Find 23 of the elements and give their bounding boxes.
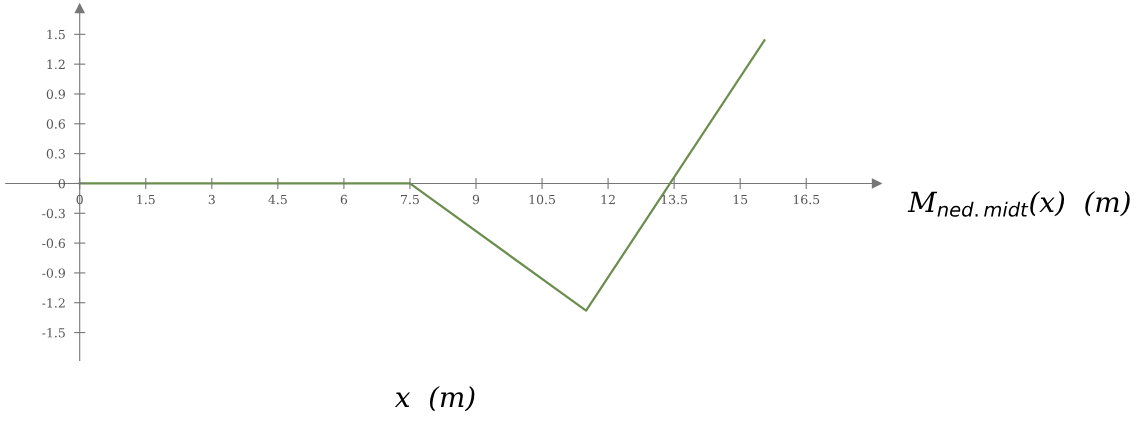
y-tick-label: -1.2 bbox=[42, 298, 65, 308]
x-tick-label: 4.5 bbox=[268, 194, 287, 205]
y-tick-label: 0.6 bbox=[46, 119, 66, 129]
y-tick-label: -0.9 bbox=[42, 268, 65, 278]
x-axis-title: x (m) bbox=[394, 385, 475, 412]
y-tick-label: -0.3 bbox=[42, 208, 65, 219]
y-tick-label: -0.6 bbox=[42, 238, 66, 249]
y-tick-label: 1.5 bbox=[47, 29, 65, 40]
x-tick-label: 9 bbox=[472, 194, 480, 205]
x-tick-label: 12 bbox=[601, 194, 615, 205]
y-tick-label: -1.5 bbox=[42, 328, 65, 338]
x-tick-label: 10.5 bbox=[529, 194, 555, 205]
x-tick-label: 3 bbox=[208, 194, 215, 205]
y-axis-title: M$_{ned.midt}$(x) (m) bbox=[907, 190, 1130, 217]
x-tick-label: 7.5 bbox=[401, 194, 419, 205]
x-tick-label: 15 bbox=[733, 194, 748, 205]
y-tick-label: 0.3 bbox=[46, 149, 65, 159]
x-tick-label: 1.5 bbox=[137, 194, 155, 205]
y-tick-label: 0.9 bbox=[46, 89, 65, 99]
x-tick-label: 16.5 bbox=[793, 194, 820, 205]
x-tick-label: 6 bbox=[340, 194, 348, 205]
y-tick-label: 1.2 bbox=[47, 59, 65, 70]
x-tick-label: 13.5 bbox=[661, 194, 688, 205]
